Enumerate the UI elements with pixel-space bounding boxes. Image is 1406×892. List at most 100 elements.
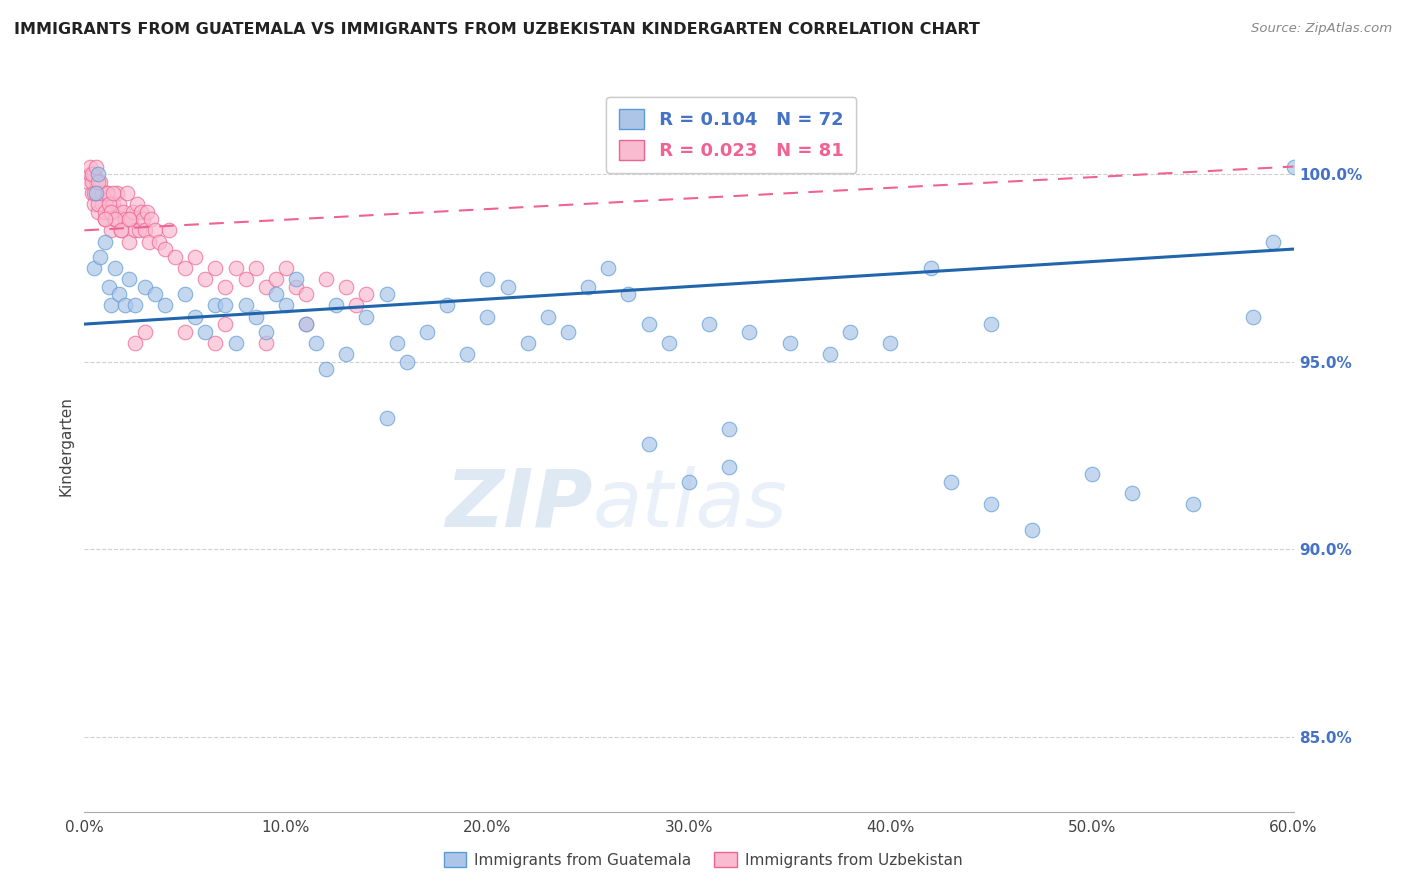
Point <box>93 212 115 227</box>
Point <box>385 335 408 350</box>
Point <box>138 235 160 249</box>
Point <box>416 325 439 339</box>
Point <box>100 204 122 219</box>
Point <box>118 212 141 227</box>
Point <box>100 223 122 237</box>
Point <box>82 186 104 200</box>
Point <box>96 186 118 200</box>
Point <box>83 197 105 211</box>
Point <box>143 223 166 237</box>
Point <box>375 410 398 425</box>
Point <box>274 298 297 312</box>
Point <box>114 298 136 312</box>
Point <box>818 347 841 361</box>
Point <box>165 250 187 264</box>
Point <box>436 298 458 312</box>
Point <box>86 186 108 200</box>
Point <box>101 186 124 200</box>
Point <box>118 235 141 249</box>
Point <box>124 335 146 350</box>
Point <box>91 186 114 200</box>
Y-axis label: Kindergarten: Kindergarten <box>58 396 73 496</box>
Point <box>83 186 105 200</box>
Point <box>939 475 962 489</box>
Point <box>254 325 277 339</box>
Point <box>87 175 110 189</box>
Point <box>194 325 217 339</box>
Point <box>105 186 128 200</box>
Point <box>101 197 124 211</box>
Point <box>245 260 267 275</box>
Point <box>79 167 101 181</box>
Point <box>1263 235 1285 249</box>
Point <box>124 298 146 312</box>
Point <box>157 223 180 237</box>
Point <box>204 260 226 275</box>
Point <box>83 167 105 181</box>
Point <box>93 235 115 249</box>
Point <box>79 160 101 174</box>
Point <box>93 204 115 219</box>
Point <box>315 272 337 286</box>
Point <box>285 272 308 286</box>
Point <box>114 212 136 227</box>
Point <box>82 167 104 181</box>
Point <box>718 422 741 436</box>
Point <box>576 279 599 293</box>
Point <box>89 175 111 189</box>
Point <box>456 347 478 361</box>
Point <box>980 317 1002 331</box>
Point <box>274 260 297 275</box>
Legend:  R = 0.104   N = 72,  R = 0.023   N = 81: R = 0.104 N = 72, R = 0.023 N = 81 <box>606 96 856 172</box>
Point <box>86 186 108 200</box>
Point <box>128 223 150 237</box>
Point <box>184 310 207 324</box>
Point <box>121 204 143 219</box>
Point <box>135 204 157 219</box>
Point <box>295 287 318 301</box>
Point <box>214 279 236 293</box>
Point <box>214 298 236 312</box>
Point <box>879 335 901 350</box>
Point <box>115 186 138 200</box>
Point <box>295 317 318 331</box>
Point <box>174 260 197 275</box>
Point <box>89 186 111 200</box>
Point <box>174 287 197 301</box>
Point <box>153 242 176 256</box>
Point <box>1282 160 1305 174</box>
Point <box>86 160 108 174</box>
Point <box>245 310 267 324</box>
Point <box>225 260 247 275</box>
Point <box>148 235 170 249</box>
Point <box>395 354 418 368</box>
Point <box>107 197 129 211</box>
Text: Source: ZipAtlas.com: Source: ZipAtlas.com <box>1251 22 1392 36</box>
Text: atlas: atlas <box>592 466 787 543</box>
Point <box>104 212 127 227</box>
Point <box>375 287 398 301</box>
Point <box>111 204 134 219</box>
Point <box>143 287 166 301</box>
Point <box>134 223 156 237</box>
Point <box>738 325 761 339</box>
Point <box>264 272 287 286</box>
Point <box>83 260 105 275</box>
Point <box>980 497 1002 511</box>
Point <box>235 298 257 312</box>
Point <box>174 325 197 339</box>
Point <box>477 272 499 286</box>
Point <box>100 298 122 312</box>
Point <box>356 310 378 324</box>
Point <box>129 204 152 219</box>
Text: ZIP: ZIP <box>444 466 592 543</box>
Point <box>1181 497 1204 511</box>
Point <box>124 223 146 237</box>
Point <box>82 175 104 189</box>
Point <box>204 298 226 312</box>
Point <box>779 335 801 350</box>
Point <box>91 197 114 211</box>
Point <box>87 197 110 211</box>
Point <box>77 175 100 189</box>
Point <box>920 260 942 275</box>
